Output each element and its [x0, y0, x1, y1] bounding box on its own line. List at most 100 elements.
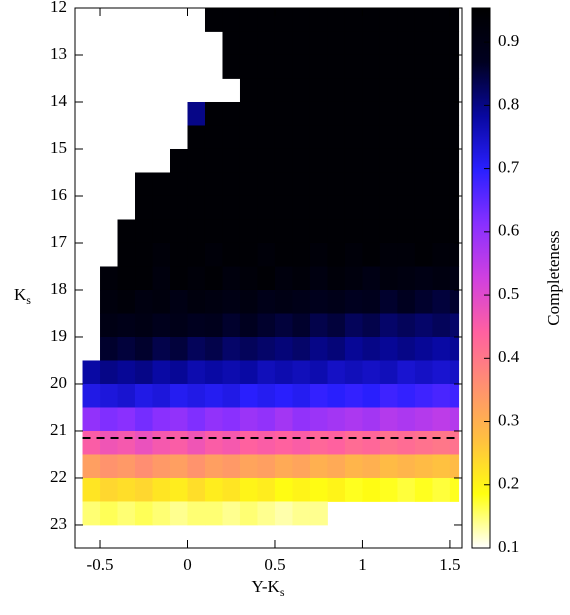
heatmap-cell [257, 313, 276, 338]
heatmap-cell [170, 219, 188, 244]
heatmap-cell [239, 148, 258, 173]
heatmap-cell [397, 8, 416, 32]
heatmap-cell [344, 8, 363, 32]
heatmap-cell [379, 101, 398, 126]
heatmap-cell [170, 313, 188, 338]
heatmap-cell [187, 101, 206, 126]
y-tick-label: 19 [50, 326, 67, 345]
heatmap-cell [239, 266, 258, 291]
heatmap-cell [187, 172, 206, 197]
plot-frame [74, 7, 463, 549]
heatmap-cell [449, 454, 460, 479]
heatmap-cell [257, 219, 276, 244]
heatmap-cell [362, 148, 381, 173]
heatmap-cell [309, 172, 328, 197]
heatmap-cell [222, 266, 241, 291]
heatmap-cell [309, 219, 328, 244]
y-tick-label: 17 [50, 232, 68, 251]
heatmap-cell [327, 219, 346, 244]
heatmap-cell [222, 383, 241, 408]
heatmap-cell [292, 219, 311, 244]
heatmap-cell [414, 101, 433, 126]
colorbar-tick-label: 0.7 [498, 158, 520, 177]
heatmap-cell [239, 501, 258, 526]
heatmap-cell [292, 360, 311, 385]
heatmap-cell [379, 31, 398, 56]
heatmap-cell [327, 383, 346, 408]
heatmap-cell [414, 454, 433, 479]
heatmap-cell [222, 313, 241, 338]
heatmap-cell [432, 477, 451, 502]
heatmap-cell [397, 242, 416, 267]
heatmap-cell [222, 501, 241, 526]
heatmap-cell [274, 78, 293, 103]
heatmap-cell [414, 407, 433, 432]
heatmap-cell [100, 336, 118, 361]
heatmap-cell [222, 407, 241, 432]
heatmap-cell [397, 407, 416, 432]
heatmap-cell [187, 266, 206, 291]
heatmap-cell [309, 501, 328, 526]
heatmap-cell [117, 477, 136, 502]
heatmap-cell [362, 383, 381, 408]
heatmap-cell [82, 454, 101, 479]
heatmap-cell [362, 8, 381, 32]
heatmap-cell [327, 242, 346, 267]
heatmap-cell [100, 477, 118, 502]
heatmap-cell [309, 383, 328, 408]
heatmap-cell [292, 313, 311, 338]
heatmap-cell [274, 313, 293, 338]
heatmap-cell [152, 407, 171, 432]
heatmap-cell [309, 125, 328, 150]
heatmap-cell [274, 125, 293, 150]
y-tick-label: 14 [50, 91, 68, 110]
heatmap-cell [222, 289, 241, 314]
heatmap-cell [257, 407, 276, 432]
heatmap-cell [239, 8, 258, 32]
heatmap-cell [379, 195, 398, 220]
heatmap-cell [362, 360, 381, 385]
y-tick-label: 20 [50, 373, 67, 392]
heatmap-cell [379, 78, 398, 103]
heatmap-cell [82, 430, 101, 455]
heatmap-cell [362, 242, 381, 267]
heatmap-cell [379, 313, 398, 338]
x-axis-label: Y-Ks [251, 577, 284, 599]
heatmap-cell [257, 336, 276, 361]
heatmap-cell [239, 31, 258, 56]
heatmap-cell [222, 477, 241, 502]
heatmap-cell [327, 148, 346, 173]
heatmap-cell [292, 195, 311, 220]
heatmap-cell [432, 336, 451, 361]
heatmap-cell [239, 54, 258, 79]
heatmap-cell [397, 313, 416, 338]
heatmap-cell [239, 78, 258, 103]
heatmap-cell [135, 336, 153, 361]
y-tick-label: 22 [50, 467, 67, 486]
heatmap-cell [274, 101, 293, 126]
heatmap-cell [100, 501, 118, 526]
heatmap-cell [344, 54, 363, 79]
heatmap-cell [309, 266, 328, 291]
heatmap-cell [327, 54, 346, 79]
heatmap-cell [449, 148, 460, 173]
heatmap-cell [187, 125, 206, 150]
heatmap-cell [397, 430, 416, 455]
heatmap-cell [187, 383, 206, 408]
heatmap-cell [362, 430, 381, 455]
heatmap-cell [309, 54, 328, 79]
heatmap-cell [397, 54, 416, 79]
heatmap-cell [222, 454, 241, 479]
heatmap-cell [274, 289, 293, 314]
heatmap-cell [292, 101, 311, 126]
heatmap-cell [344, 383, 363, 408]
heatmap-cell [432, 266, 451, 291]
heatmap-cell [344, 454, 363, 479]
heatmap-cell [152, 477, 171, 502]
heatmap-cell [222, 242, 241, 267]
heatmap-cell [222, 336, 241, 361]
heatmap-cell [204, 242, 223, 267]
y-tick-label: 18 [50, 279, 67, 298]
heatmap-cell [344, 313, 363, 338]
heatmap-cell [170, 336, 188, 361]
